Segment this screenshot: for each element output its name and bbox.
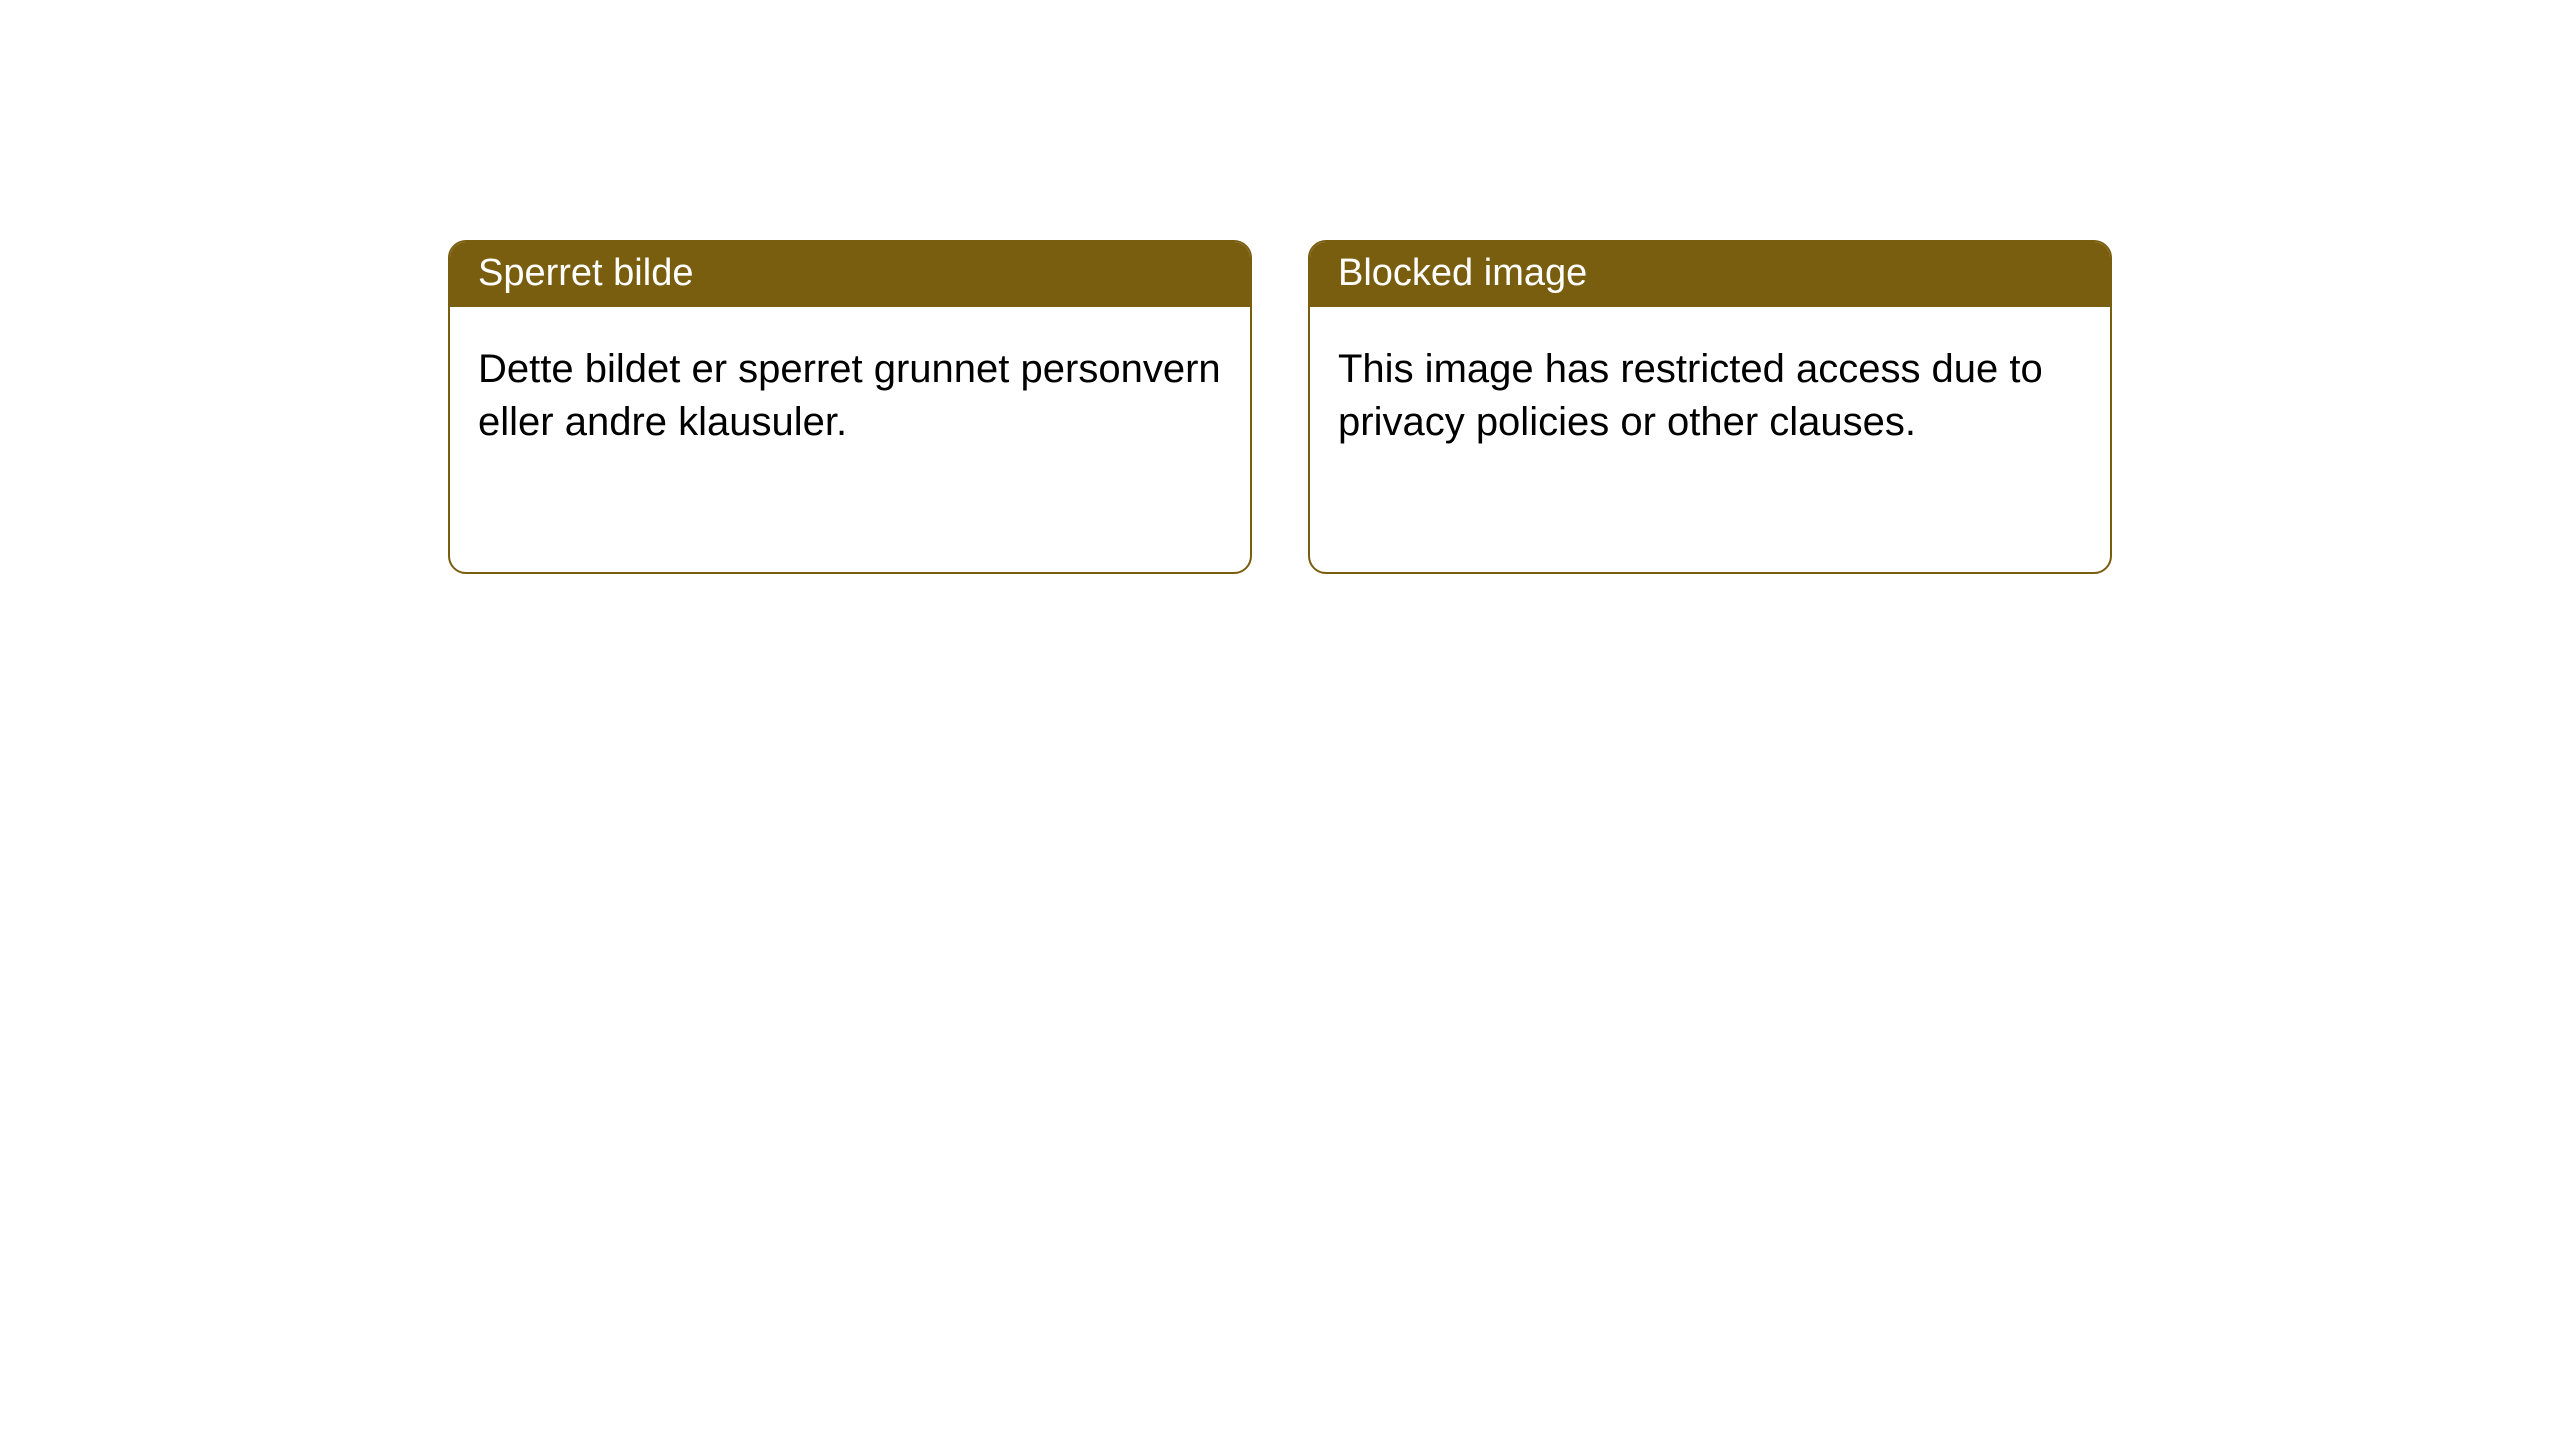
card-body-text: This image has restricted access due to … xyxy=(1338,347,2043,444)
notice-card-norwegian: Sperret bilde Dette bildet er sperret gr… xyxy=(448,240,1252,574)
card-header: Blocked image xyxy=(1310,242,2110,307)
card-body-text: Dette bildet er sperret grunnet personve… xyxy=(478,347,1221,444)
notice-container: Sperret bilde Dette bildet er sperret gr… xyxy=(448,240,2112,574)
card-body: This image has restricted access due to … xyxy=(1310,307,2110,485)
card-title: Blocked image xyxy=(1338,252,1587,294)
card-title: Sperret bilde xyxy=(478,252,693,294)
notice-card-english: Blocked image This image has restricted … xyxy=(1308,240,2112,574)
card-header: Sperret bilde xyxy=(450,242,1250,307)
card-body: Dette bildet er sperret grunnet personve… xyxy=(450,307,1250,485)
